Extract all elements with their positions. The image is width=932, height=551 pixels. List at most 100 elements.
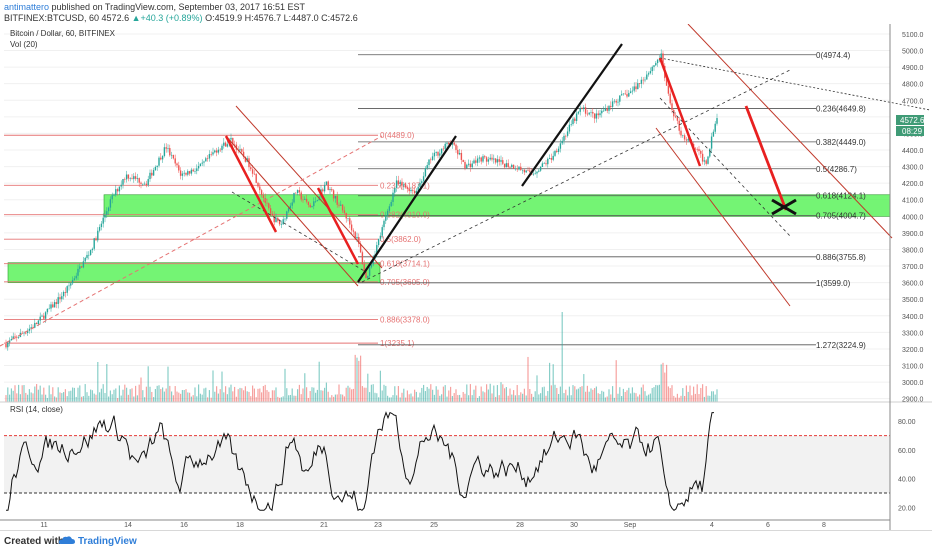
candle-body xyxy=(575,113,578,121)
candle-body xyxy=(367,275,369,279)
volume-bar xyxy=(129,389,131,402)
candle-body xyxy=(705,160,707,164)
candle-body xyxy=(385,215,387,221)
volume-bar xyxy=(178,392,180,402)
candle-body xyxy=(707,156,709,164)
candle-body xyxy=(26,330,29,334)
volume-bar xyxy=(111,394,113,402)
volume-bar xyxy=(97,362,99,402)
volume-bar xyxy=(491,393,493,402)
candle-body xyxy=(345,212,347,219)
volume-bar xyxy=(496,385,498,402)
candle-body xyxy=(16,336,18,338)
candle-body xyxy=(622,93,625,95)
volume-bar xyxy=(59,392,61,402)
author-link[interactable]: antimattero xyxy=(4,2,50,12)
volume-bar xyxy=(271,390,273,402)
tradingview-brand[interactable]: TradingView xyxy=(78,536,137,547)
volume-bar xyxy=(486,384,488,402)
candle-body xyxy=(356,236,358,239)
volume-bar xyxy=(667,386,669,402)
volume-bar xyxy=(657,385,659,402)
volume-bar xyxy=(104,392,106,402)
volume-label: Vol (20) xyxy=(10,40,38,49)
volume-bar xyxy=(644,391,646,402)
volume-bar xyxy=(120,395,122,402)
candle-body xyxy=(428,159,430,166)
candle-body xyxy=(129,178,131,179)
volume-bar xyxy=(543,386,545,402)
volume-bar xyxy=(471,395,473,402)
volume-bar xyxy=(43,387,45,402)
chart-canvas[interactable]: 0(4489.0)0.236(4187.1)0.382(4010.0)0.5(3… xyxy=(0,24,932,530)
candle-body xyxy=(485,157,488,162)
correction-line xyxy=(658,57,702,167)
volume-bar xyxy=(622,388,624,402)
candle-body xyxy=(95,238,97,241)
volume-bar xyxy=(554,384,556,402)
candle-body xyxy=(122,179,124,185)
volume-bar xyxy=(156,385,158,402)
volume-bar xyxy=(414,389,416,402)
candle-body xyxy=(419,182,421,187)
candle-body xyxy=(75,275,77,279)
volume-bar xyxy=(558,393,560,402)
volume-bar xyxy=(392,395,394,402)
volume-bar xyxy=(365,387,367,402)
volume-bar xyxy=(266,390,268,402)
volume-bar xyxy=(619,387,621,402)
volume-bar xyxy=(356,357,358,402)
volume-bar xyxy=(113,389,115,402)
candle-body xyxy=(566,131,569,136)
volume-bar xyxy=(14,385,16,402)
candle-body xyxy=(241,149,243,152)
volume-bar xyxy=(277,396,279,402)
candle-body xyxy=(649,71,652,74)
price-tick-label: 3400.0 xyxy=(902,314,924,321)
volume-bar xyxy=(567,395,569,402)
price-tick-label: 4700.0 xyxy=(902,98,924,105)
volume-bar xyxy=(84,384,86,402)
volume-bar xyxy=(86,392,88,402)
candle-body xyxy=(239,149,241,151)
candle-body xyxy=(478,157,481,159)
price-tick-label: 3100.0 xyxy=(902,364,924,371)
candle-body xyxy=(50,304,52,309)
candle-body xyxy=(404,184,407,188)
candle-body xyxy=(277,217,279,221)
candle-body xyxy=(617,101,619,103)
volume-bar xyxy=(25,392,27,402)
candle-body xyxy=(570,124,572,125)
candle-body xyxy=(298,190,301,193)
candle-body xyxy=(700,150,702,154)
dashed-trendline xyxy=(0,135,383,347)
fib-gray-label: 0.382(4449.0) xyxy=(816,138,866,147)
volume-bar xyxy=(633,392,635,402)
volume-bar xyxy=(549,362,551,402)
candle-body xyxy=(80,266,83,268)
rsi-tick-label: 40.00 xyxy=(898,477,916,484)
candle-body xyxy=(430,159,432,161)
volume-bar xyxy=(108,396,110,402)
volume-bar xyxy=(433,394,435,402)
candlesticks xyxy=(5,49,718,351)
candle-body xyxy=(340,204,342,206)
volume-bar xyxy=(19,394,21,402)
candle-body xyxy=(574,118,576,121)
volume-bar xyxy=(118,385,120,402)
volume-bar xyxy=(424,391,426,402)
volume-bar xyxy=(624,391,626,402)
volume-bar xyxy=(239,387,241,402)
channel-line xyxy=(655,127,791,307)
target-x-mark xyxy=(771,198,797,216)
price-badge xyxy=(896,115,924,125)
volume-bar xyxy=(149,386,151,402)
candle-body xyxy=(451,142,454,145)
candle-body xyxy=(563,135,565,141)
volume-bar xyxy=(482,391,484,402)
volume-bar xyxy=(606,396,608,402)
candle-body xyxy=(628,93,630,97)
volume-bar xyxy=(399,397,401,402)
fib-red-label: 0.618(3714.1) xyxy=(380,260,430,269)
publish-info: published on TradingView.com, September … xyxy=(49,2,306,12)
